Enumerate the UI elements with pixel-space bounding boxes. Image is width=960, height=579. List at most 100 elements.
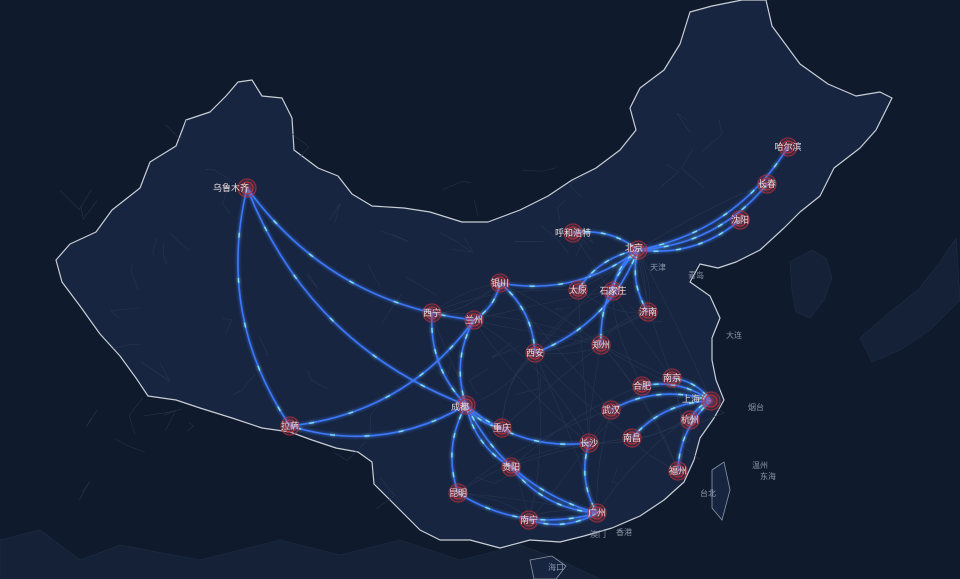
city-ring [671, 464, 685, 478]
road-line [528, 352, 541, 521]
city-label: 呼和浩特 [555, 227, 591, 239]
city-ring [594, 338, 608, 352]
city-marker-xian[interactable]: 西安 [524, 342, 546, 364]
city-label: 沈阳 [731, 214, 749, 226]
city-marker-guiyang[interactable]: 贵阳 [500, 456, 522, 478]
city-ring [495, 421, 509, 435]
route-pulse [534, 249, 639, 354]
city-halo [621, 427, 643, 449]
city-ring [522, 513, 536, 527]
city-ring [283, 419, 297, 433]
road-line [660, 164, 680, 188]
city-marker-shenyang[interactable]: 沈阳 [729, 209, 751, 231]
city-halo [777, 136, 799, 158]
city-marker-urumqi[interactable]: 乌鲁木齐 [213, 177, 258, 199]
korea-peninsula [789, 249, 833, 319]
road-line [513, 241, 544, 244]
city-ring [631, 243, 645, 257]
road-line [534, 352, 633, 439]
city-marker-nanning[interactable]: 南宁 [518, 509, 540, 531]
city-marker-taiyuan[interactable]: 太原 [567, 279, 589, 301]
city-marker-nanchang[interactable]: 南昌 [621, 427, 643, 449]
city-ring [425, 306, 439, 320]
road-line [143, 408, 182, 417]
taiwan-island [711, 461, 731, 521]
city-ring [566, 226, 580, 240]
city-marker-wuhan[interactable]: 武汉 [600, 399, 622, 421]
route-line [465, 404, 590, 445]
road-line [442, 181, 472, 190]
city-ring [587, 503, 607, 523]
city-ring [448, 483, 468, 503]
city-halo [500, 456, 522, 478]
city-ring [603, 281, 623, 301]
neighbor-land [0, 237, 960, 579]
road-line [169, 232, 190, 251]
city-marker-hefei[interactable]: 合肥 [631, 375, 653, 397]
city-marker-shijiazhuang[interactable]: 石家庄 [599, 280, 627, 302]
city-marker-beijing[interactable]: 北京 [625, 239, 649, 261]
city-marker-hohhot[interactable]: 呼和浩特 [555, 222, 591, 244]
city-ring [501, 457, 521, 477]
road-line [510, 385, 643, 468]
road-line [113, 343, 141, 349]
road-line [698, 407, 725, 424]
city-marker-yinchuan[interactable]: 银川 [489, 272, 511, 294]
city-ring [504, 460, 518, 474]
city-label: 哈尔滨 [774, 141, 801, 153]
road-line [259, 336, 269, 356]
city-marker-changsha[interactable]: 长沙 [578, 432, 600, 454]
city-ring [635, 379, 649, 393]
road-line [128, 397, 143, 435]
city-ring [493, 276, 507, 290]
city-label: 郑州 [592, 339, 610, 351]
city-ring [665, 371, 679, 385]
road-line [367, 263, 381, 288]
city-marker-chongqing[interactable]: 重庆 [491, 417, 513, 439]
city-ring [778, 137, 798, 157]
place-label-taibei: 台北 [700, 488, 716, 498]
city-marker-fuzhou[interactable]: 福州 [667, 460, 689, 482]
city-marker-kunming[interactable]: 昆明 [447, 482, 469, 504]
city-ring [591, 335, 611, 355]
city-label: 合肥 [633, 380, 651, 392]
city-marker-xining[interactable]: 西宁 [421, 302, 443, 324]
city-ring [606, 284, 620, 298]
city-ring [528, 346, 542, 360]
road-line [432, 363, 451, 382]
city-label: 福州 [669, 465, 687, 477]
city-marker-guangzhou[interactable]: 广州 [586, 502, 608, 524]
road-line [572, 232, 673, 379]
city-marker-changchun[interactable]: 长春 [756, 173, 778, 195]
city-marker-chengdu[interactable]: 成都 [451, 394, 477, 416]
city-marker-zhengzhou[interactable]: 郑州 [590, 334, 612, 356]
road-line [333, 440, 367, 461]
city-marker-hangzhou[interactable]: 杭州 [679, 409, 701, 431]
city-marker-lhasa[interactable]: 拉萨 [279, 415, 301, 437]
route-pulse [246, 187, 467, 406]
road-line [306, 273, 318, 289]
city-ring [563, 223, 583, 243]
road-line [600, 344, 712, 402]
road-line [79, 481, 90, 500]
road-line [457, 409, 612, 494]
road-line [637, 249, 712, 402]
city-marker-harbin[interactable]: 哈尔滨 [774, 136, 802, 158]
city-halo [600, 399, 622, 421]
road-line [577, 289, 590, 444]
city-marker-nanjing[interactable]: 南京 [661, 367, 683, 389]
city-ring [519, 510, 539, 530]
city-ring [604, 403, 618, 417]
city-halo [602, 280, 624, 302]
city-label: 银川 [491, 277, 509, 289]
city-marker-lanzhou[interactable]: 兰州 [463, 309, 485, 331]
city-marker-jinan[interactable]: 济南 [637, 301, 659, 323]
place-label-dalian: 大连 [726, 330, 742, 340]
city-marker-shanghai[interactable]: 上海 [682, 390, 722, 412]
japan-islands [859, 237, 960, 363]
road-line [165, 119, 187, 141]
route-line [637, 219, 741, 253]
city-ring [451, 486, 465, 500]
city-label: 西宁 [423, 307, 441, 319]
